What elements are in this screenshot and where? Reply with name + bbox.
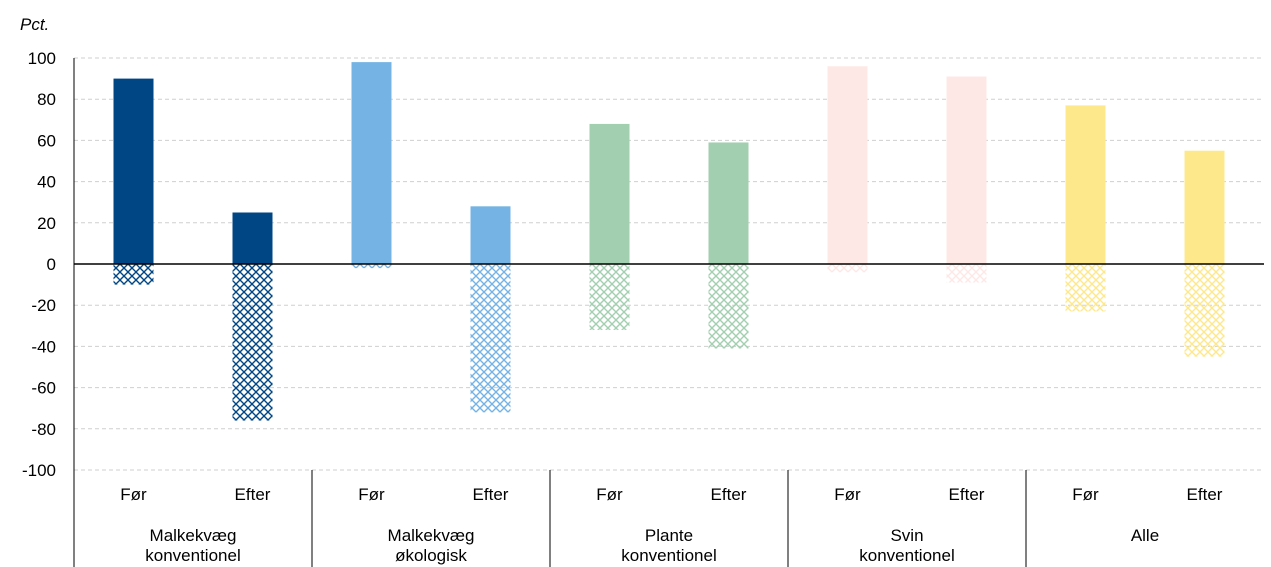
- bar-positive: [1065, 105, 1106, 264]
- y-tick-label: -60: [31, 379, 56, 398]
- y-tick-label: 60: [37, 131, 56, 150]
- bar-negative: [946, 264, 987, 283]
- y-tick-label: -40: [31, 337, 56, 356]
- y-tick-label: 0: [47, 255, 56, 274]
- bar-negative: [708, 264, 749, 349]
- axes: [73, 58, 1264, 567]
- x-bar-label: Før: [120, 485, 147, 504]
- x-bar-label: Efter: [1187, 485, 1223, 504]
- x-group-label: Plante: [645, 526, 693, 545]
- bar-positive: [827, 66, 868, 265]
- x-bar-label: Efter: [473, 485, 509, 504]
- bars: [113, 62, 1225, 421]
- bar-negative: [351, 264, 392, 269]
- bar-negative: [470, 264, 511, 413]
- bar-positive: [113, 78, 154, 264]
- bar-positive: [708, 142, 749, 264]
- x-group-label: konventionel: [859, 546, 954, 565]
- y-tick-labels: 100 80 60 40 20 0 -20 -40 -60 -80 -100: [22, 49, 56, 480]
- bar-positive: [1184, 150, 1225, 264]
- x-bar-label: Før: [834, 485, 861, 504]
- y-tick-label: -20: [31, 296, 56, 315]
- x-bar-label: Før: [358, 485, 385, 504]
- x-group-label: Alle: [1131, 526, 1159, 545]
- x-group-label: økologisk: [395, 546, 467, 565]
- bar-positive: [351, 62, 392, 265]
- bar-negative: [827, 264, 868, 273]
- y-tick-label: -100: [22, 461, 56, 480]
- x-bar-label: Før: [1072, 485, 1099, 504]
- y-axis-label: Pct.: [20, 15, 49, 34]
- y-tick-label: 20: [37, 214, 56, 233]
- x-group-label: Malkekvæg: [388, 526, 475, 545]
- x-bar-label: Efter: [235, 485, 271, 504]
- x-bar-label: Efter: [949, 485, 985, 504]
- x-bar-label: Før: [596, 485, 623, 504]
- x-bar-label: Efter: [711, 485, 747, 504]
- y-tick-label: 100: [28, 49, 56, 68]
- bar-positive: [946, 76, 987, 264]
- y-tick-label: -80: [31, 420, 56, 439]
- y-tick-label: 80: [37, 90, 56, 109]
- bar-negative: [1065, 264, 1106, 312]
- y-tick-label: 40: [37, 173, 56, 192]
- bar-negative: [232, 264, 273, 421]
- bar-negative: [589, 264, 630, 330]
- bar-positive: [232, 212, 273, 264]
- x-group-label: Malkekvæg: [150, 526, 237, 545]
- bar-positive: [589, 123, 630, 264]
- bar-negative: [113, 264, 154, 285]
- x-group-label: konventionel: [621, 546, 716, 565]
- x-group-label: Svin: [890, 526, 923, 545]
- bar-negative: [1184, 264, 1225, 357]
- bar-positive: [470, 206, 511, 264]
- x-group-label: konventionel: [145, 546, 240, 565]
